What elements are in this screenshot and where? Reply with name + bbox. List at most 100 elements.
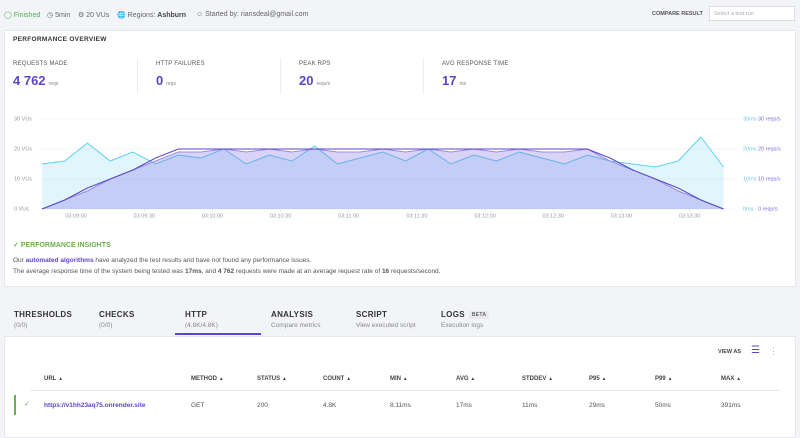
table-cell: GET	[191, 402, 205, 409]
url-link[interactable]: https://v1hh23aq75.onrender.site	[44, 402, 146, 409]
line	[41, 148, 724, 210]
metric-value: 20	[299, 73, 314, 88]
metric-divider	[280, 58, 281, 94]
regions-label: Regions:	[127, 12, 156, 19]
table-cell: 200	[257, 402, 268, 409]
vus: ⚙ 20 VUs	[78, 12, 110, 19]
sort-icon: ▴	[602, 376, 606, 382]
tab[interactable]: ANALYSIS Compare metrics	[271, 310, 320, 329]
column-header[interactable]: COUNT ▴	[323, 376, 350, 382]
active-tab-underline	[175, 333, 261, 335]
tab[interactable]: SCRIPT View executed script	[356, 310, 416, 329]
regions: 🌐 Regions: Ashburn	[117, 12, 187, 19]
sort-icon: ▴	[220, 376, 223, 382]
sort-icon: ▴	[737, 376, 740, 382]
tab[interactable]: LOGS BETA Execution logs	[441, 310, 490, 329]
sort-icon: ▴	[347, 376, 350, 382]
column-header[interactable]: STATUS ▴	[257, 376, 286, 382]
column-header[interactable]: STDDEV ▴	[522, 376, 552, 382]
y2-tick-label: 0ms	[743, 206, 754, 212]
table-cell: 29ms	[589, 402, 605, 409]
view-list-icon[interactable]: ☰	[751, 345, 760, 356]
row-check: ✓	[24, 401, 30, 408]
column-title: AVG	[456, 376, 469, 382]
sort-icon: ▴	[471, 376, 475, 382]
text: requests/second.	[389, 268, 441, 275]
y2-tick-label: 10ms	[743, 176, 757, 182]
column-header[interactable]: MAX ▴	[721, 376, 740, 382]
tab-subtitle: Compare metrics	[271, 322, 321, 329]
y-tick-label: 20 VUs	[14, 146, 32, 152]
sort-icon: ▴	[668, 376, 672, 382]
vus-text: 20 VUs	[86, 12, 110, 19]
column-title: STATUS	[257, 376, 281, 382]
insights-line2: The average response time of the system …	[13, 268, 440, 275]
column-title: MIN	[390, 376, 401, 382]
metric-unit: reqs	[48, 81, 59, 87]
y2-rate-tick-label: 10 reqs/s	[758, 176, 781, 182]
started-by-text: Started by: riansdeal@gmail.com	[205, 11, 309, 18]
column-title: MAX	[721, 376, 735, 382]
compare-select[interactable]: Select a test run	[709, 6, 795, 21]
column-title: METHOD	[191, 376, 217, 382]
view-as-label: VIEW AS	[718, 349, 742, 355]
y2-tick-label: 30ms	[743, 116, 757, 122]
tab-title: CHECKS	[99, 310, 135, 319]
link[interactable]: automated algorithms	[25, 257, 94, 264]
x-tick-label: 03:10:00	[202, 213, 223, 219]
tab-subtitle: (0/0)	[14, 322, 28, 329]
status: ◯ Finished	[4, 12, 41, 19]
text: have analyzed the test results and have …	[93, 257, 312, 264]
tab-subtitle: (0/0)	[99, 322, 113, 329]
x-tick-label: 03:11:30	[406, 213, 427, 219]
view-tree-icon[interactable]: ⋮	[769, 346, 778, 356]
column-header[interactable]: P99 ▴	[655, 376, 671, 382]
bold: 17ms	[184, 268, 202, 275]
column-header[interactable]: MIN ▴	[390, 376, 407, 382]
header-divider	[30, 390, 780, 391]
tab[interactable]: THRESHOLDS (0/0)	[14, 310, 72, 329]
x-tick-label: 03:09:00	[65, 213, 86, 219]
tab[interactable]: HTTP (4.8K/4.8K)	[185, 310, 218, 329]
y2-rate-tick-label: 0 reqs/s	[758, 206, 778, 212]
area	[42, 149, 724, 209]
tab-title: SCRIPT	[356, 310, 388, 319]
row-status-bar	[14, 395, 16, 415]
y2-rate-tick-label: 30 reqs/s	[758, 116, 781, 122]
sort-icon: ▴	[404, 376, 407, 382]
column-title: P95	[589, 376, 600, 382]
duration: ◷ 5min	[47, 12, 71, 19]
y-tick-label: 30 VUs	[14, 116, 32, 122]
insights-title-text: PERFORMANCE INSIGHTS	[20, 242, 111, 249]
metric-label: HTTP FAILURES	[156, 61, 205, 67]
y2-rate-tick-label: 20 reqs/s	[758, 146, 781, 152]
x-tick-label: 03:13:30	[679, 213, 700, 219]
tab-badge: BETA	[468, 310, 490, 319]
x-tick-label: 03:11:00	[338, 213, 359, 219]
tab[interactable]: CHECKS (0/0)	[99, 310, 135, 329]
column-header[interactable]: P95 ▴	[589, 376, 605, 382]
status-text: Finished	[13, 12, 41, 19]
duration-text: 5min	[55, 12, 71, 19]
metric-value: 17	[442, 73, 457, 88]
table-cell: 17ms	[456, 402, 472, 409]
y-tick-label: 0 VUs	[14, 206, 29, 212]
column-header[interactable]: URL ▴	[44, 376, 62, 382]
tab-subtitle: (4.8K/4.8K)	[185, 322, 218, 329]
insights-line1: Our automated algorithms have analyzed t…	[13, 257, 311, 264]
column-title: STDDEV	[522, 376, 547, 382]
region: Ashburn	[157, 12, 187, 19]
column-header[interactable]: AVG ▴	[456, 376, 474, 382]
bold: 16	[381, 268, 390, 275]
text: Our	[13, 257, 26, 264]
metric-label: REQUESTS MADE	[13, 61, 68, 67]
metric-value-row: 4 762 reqs	[13, 72, 58, 90]
x-tick-label: 03:13:00	[611, 213, 632, 219]
column-title: COUNT	[323, 376, 345, 382]
column-header[interactable]: METHOD ▴	[191, 376, 223, 382]
table-cell: 4.8K	[323, 402, 337, 409]
table-cell: 11ms	[522, 402, 538, 409]
metric-unit: reqs/s	[316, 81, 331, 87]
sort-icon: ▴	[59, 376, 62, 382]
